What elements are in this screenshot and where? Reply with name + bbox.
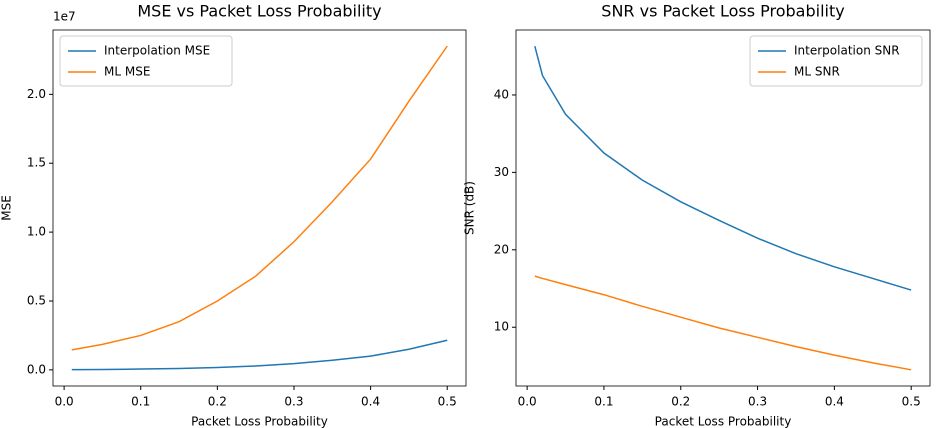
line-series [71, 45, 448, 351]
legend-box [749, 35, 923, 87]
x-tick-label: 0.5 [438, 395, 457, 409]
y-axis-label: MSE [0, 195, 14, 221]
legend-label: ML MSE [104, 65, 150, 79]
x-tick-label: 0.3 [284, 395, 303, 409]
legend-label: ML SNR [794, 65, 840, 79]
y-tick-label: 1.0 [27, 225, 46, 239]
y-tick-label: 40 [494, 87, 509, 101]
y-axis-label: SNR (dB) [463, 181, 477, 235]
y-tick-label: 20 [494, 242, 509, 256]
y-tick-label: 2.0 [27, 87, 46, 101]
x-tick-label: 0.5 [902, 395, 921, 409]
y-tick-label: 1.5 [27, 156, 46, 170]
chart-title: MSE vs Packet Loss Probability [137, 2, 381, 21]
line-series [71, 339, 448, 371]
x-tick-label: 0.1 [594, 395, 613, 409]
plot-frame [515, 29, 931, 387]
plot: SNR vs Packet Loss Probability 0.0 0.1 0.2 0… [463, 2, 931, 428]
line-series [534, 45, 912, 291]
x-tick-label: 0.0 [518, 395, 537, 409]
line-series [534, 275, 912, 371]
y-tick-label: 30 [494, 165, 509, 179]
plot: MSE vs Packet Loss Probability 0.0 0.1 0.2 0… [0, 2, 467, 428]
x-tick-label: 0.3 [748, 395, 767, 409]
x-axis-label: Packet Loss Probability [655, 415, 792, 428]
x-tick-label: 0.2 [208, 395, 227, 409]
legend-box [59, 35, 233, 87]
y-tick-label: 10 [494, 320, 509, 334]
x-tick-label: 0.4 [825, 395, 844, 409]
legend-label: Interpolation SNR [794, 44, 900, 58]
x-tick-label: 0.2 [671, 395, 690, 409]
plot-frame [52, 29, 467, 387]
x-tick-label: 0.4 [361, 395, 380, 409]
x-axis-label: Packet Loss Probability [191, 415, 328, 428]
chart-title: SNR vs Packet Loss Probability [601, 2, 844, 21]
y-tick-label: 0.5 [27, 293, 46, 307]
axis-offset: 1e7 [53, 10, 76, 24]
x-tick-label: 0.1 [131, 395, 150, 409]
legend-label: Interpolation MSE [104, 44, 210, 58]
y-tick-label: 0.0 [27, 362, 46, 376]
x-tick-label: 0.0 [55, 395, 74, 409]
